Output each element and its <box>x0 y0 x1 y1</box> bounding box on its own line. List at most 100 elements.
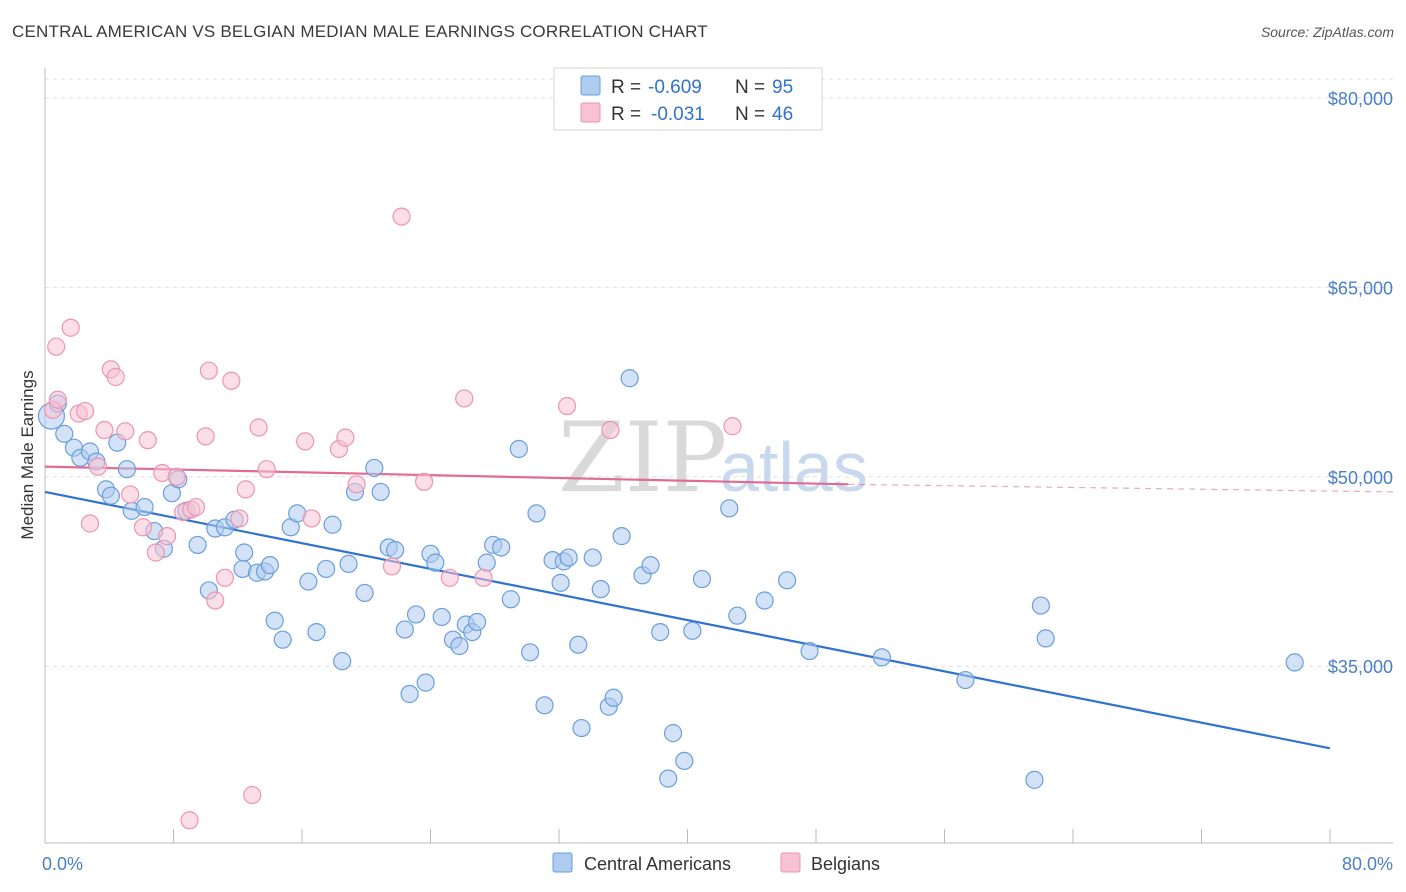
data-point <box>382 557 402 576</box>
data-point <box>188 535 207 555</box>
bottom-legend-swatch-pink <box>780 852 801 873</box>
data-point <box>215 568 234 587</box>
data-point <box>199 361 218 380</box>
watermark-zip: ZIP <box>558 402 727 514</box>
data-point <box>509 439 528 459</box>
data-point <box>230 509 249 528</box>
data-point <box>569 635 588 654</box>
data-point <box>55 424 74 443</box>
bottom-legend-swatch-blue <box>552 852 573 873</box>
legend-r-value: -0.609 <box>648 77 702 98</box>
data-point <box>307 622 326 642</box>
trend-line-blue <box>44 490 1331 750</box>
data-point <box>591 580 610 599</box>
data-point <box>395 620 414 639</box>
data-point <box>302 509 321 528</box>
y-tick-labels: $35,000 $50,000 $65,000 $80,000 <box>1328 89 1393 677</box>
data-point <box>612 527 631 546</box>
data-point <box>236 480 255 499</box>
data-point <box>146 543 165 562</box>
legend-r-label: R = <box>611 77 641 98</box>
data-point <box>604 688 623 707</box>
data-point <box>455 389 474 408</box>
data-point <box>339 554 358 573</box>
data-point <box>365 458 384 478</box>
data-point <box>651 622 670 642</box>
data-point <box>355 583 374 603</box>
data-point <box>180 811 199 830</box>
data-point <box>535 696 554 715</box>
data-point <box>641 556 660 575</box>
grid-lines <box>45 78 1393 667</box>
data-point <box>333 652 352 671</box>
data-point <box>440 568 459 587</box>
data-point <box>116 422 135 441</box>
data-point <box>336 428 355 447</box>
data-point <box>95 420 114 440</box>
data-point <box>450 636 469 656</box>
data-point <box>265 611 284 630</box>
data-point <box>432 607 451 627</box>
axes <box>44 68 1393 844</box>
data-point <box>559 548 578 567</box>
data-point <box>371 482 390 502</box>
data-point <box>138 431 157 450</box>
data-point <box>755 591 774 610</box>
data-point <box>392 207 411 226</box>
watermark-atlas: atlas <box>720 428 868 506</box>
data-points <box>37 207 1304 830</box>
legend-n-value: 46 <box>772 104 793 125</box>
data-point <box>557 396 577 416</box>
data-point <box>551 573 570 592</box>
data-point <box>101 486 120 505</box>
legend-n-value: 95 <box>772 77 793 98</box>
data-point <box>777 571 797 590</box>
data-point <box>474 568 493 587</box>
data-point <box>167 467 186 486</box>
data-point <box>406 605 426 624</box>
data-point <box>583 548 602 567</box>
data-point <box>121 485 140 504</box>
x-tick-label: 80.0% <box>1342 854 1393 874</box>
y-tick-label: $50,000 <box>1328 468 1393 488</box>
data-point <box>48 390 67 409</box>
y-axis-label: Median Male Earnings <box>18 370 37 539</box>
x-tick-labels: 0.0% 80.0% <box>42 854 1393 874</box>
data-point <box>426 553 445 572</box>
series-pink <box>43 207 742 830</box>
data-point <box>1031 596 1050 615</box>
legend-n-label: N = <box>735 104 765 125</box>
data-point <box>260 556 279 575</box>
data-point <box>386 540 405 560</box>
bottom-legend-label: Belgians <box>811 854 880 874</box>
series-blue <box>37 369 1304 789</box>
data-point <box>222 371 241 390</box>
data-point <box>601 420 620 440</box>
data-point <box>257 460 276 479</box>
data-point <box>273 630 292 649</box>
bottom-legend-label: Central Americans <box>584 854 731 874</box>
data-point <box>316 559 336 579</box>
data-point <box>88 457 108 476</box>
data-point <box>1285 653 1304 672</box>
legend-n-label: N = <box>735 77 765 98</box>
data-point <box>572 718 591 738</box>
data-point <box>196 427 215 446</box>
chart-title: CENTRAL AMERICAN VS BELGIAN MEDIAN MALE … <box>12 22 708 41</box>
data-point <box>400 684 419 704</box>
trend-line-pink-extension <box>848 483 1394 493</box>
data-point <box>728 606 747 625</box>
legend-swatch-blue <box>580 75 601 96</box>
data-point <box>956 670 975 690</box>
y-tick-label: $80,000 <box>1328 89 1393 109</box>
data-point <box>80 514 100 533</box>
data-point <box>133 518 153 537</box>
data-point <box>692 569 712 589</box>
legend-r-label: R = <box>611 104 641 125</box>
legend-r-value: -0.031 <box>651 104 705 125</box>
data-point <box>249 418 268 437</box>
data-point <box>235 543 254 562</box>
source-label: Source: ZipAtlas.com <box>1260 24 1394 40</box>
y-tick-label: $35,000 <box>1328 657 1393 677</box>
